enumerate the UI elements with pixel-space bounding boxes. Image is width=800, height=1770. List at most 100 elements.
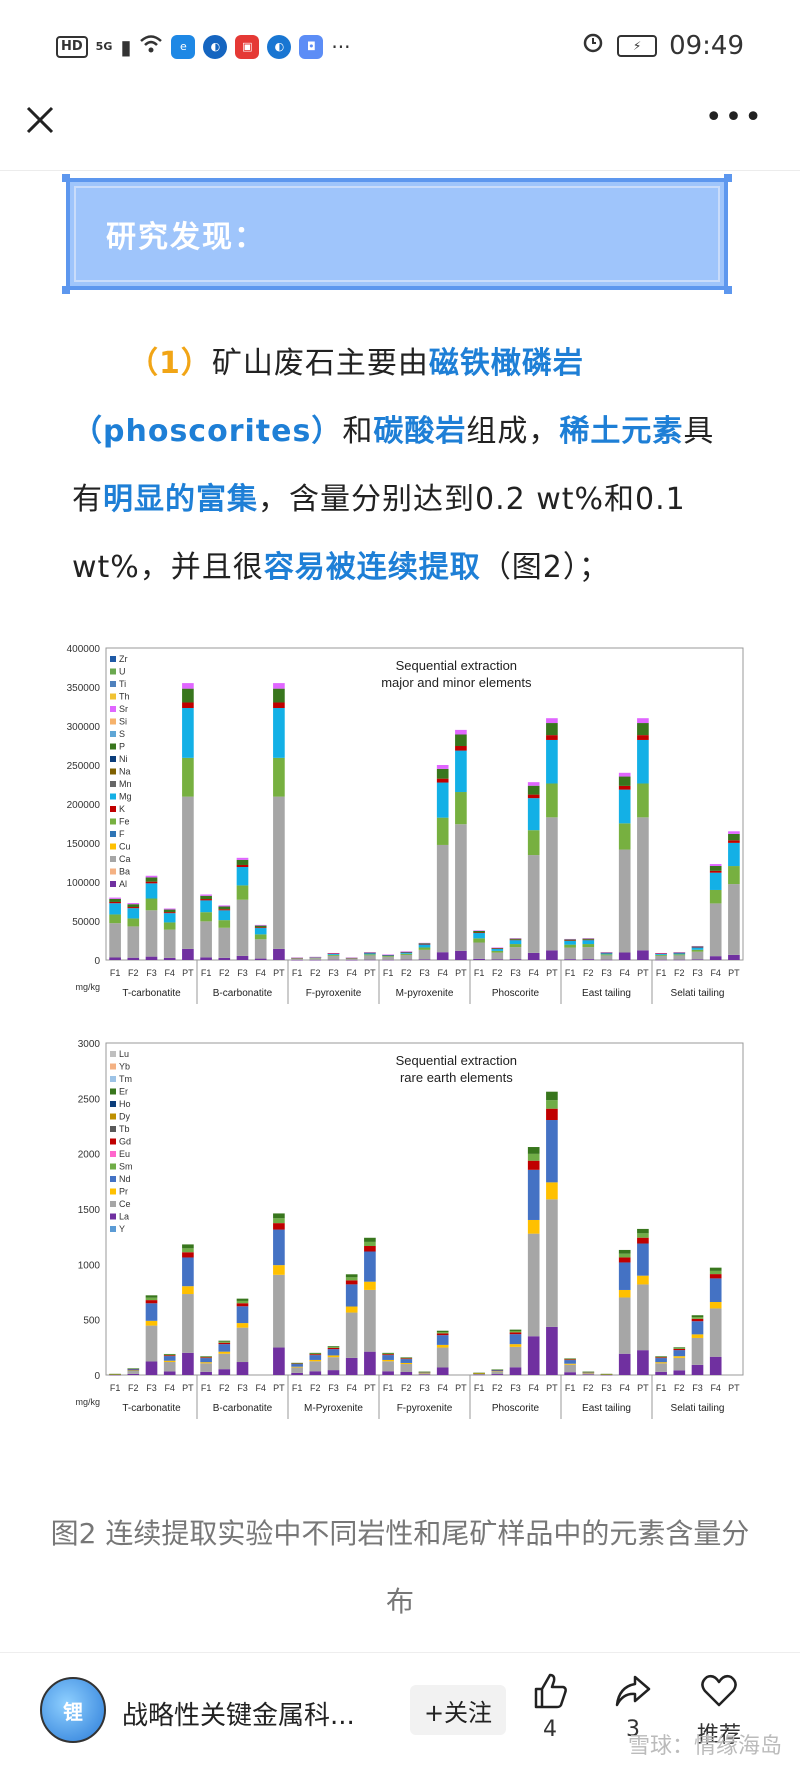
bar-segment — [673, 1350, 686, 1357]
bar-segment — [436, 1367, 449, 1375]
bar-segment — [327, 1357, 340, 1371]
bar-segment — [273, 1265, 285, 1275]
legend-label: Al — [119, 879, 127, 889]
chart-title: Sequential extraction — [396, 1053, 517, 1068]
bar-segment — [709, 872, 722, 890]
bar-segment — [436, 1333, 449, 1336]
bar-segment — [527, 1169, 540, 1220]
x-tick-label: F2 — [674, 1383, 685, 1393]
bar-segment — [600, 954, 613, 956]
bar-segment — [564, 1364, 576, 1373]
bar-segment — [236, 1300, 249, 1304]
bar-segment — [163, 909, 176, 913]
bar-segment — [546, 783, 558, 818]
bar-segment — [200, 895, 212, 900]
bar-segment — [254, 928, 267, 935]
bar-segment — [400, 953, 413, 955]
x-tick-label: F3 — [419, 1383, 430, 1393]
close-icon[interactable] — [22, 102, 58, 138]
legend-label: U — [119, 667, 126, 677]
legend-swatch — [110, 1088, 116, 1095]
bar-segment — [400, 1358, 413, 1360]
app-icon-globe2: ◐ — [267, 34, 292, 59]
bar-segment — [309, 1354, 322, 1356]
bar-segment — [109, 1373, 121, 1375]
follow-button[interactable]: +关注 — [410, 1685, 506, 1735]
bar-segment — [691, 1334, 704, 1338]
bar-segment — [273, 1347, 285, 1375]
x-tick-label: PT — [455, 1383, 467, 1393]
bar-segment — [364, 1241, 376, 1247]
bar-segment — [200, 1356, 212, 1358]
legend-label: Pr — [119, 1187, 128, 1197]
x-tick-label: F2 — [219, 1383, 230, 1393]
bar-segment — [182, 1248, 194, 1253]
bar-segment — [145, 1320, 158, 1326]
bar-segment — [637, 817, 649, 951]
bar-segment — [637, 783, 649, 818]
bar-segment — [273, 757, 285, 797]
bar-segment — [673, 952, 686, 953]
bar-segment — [291, 958, 303, 959]
like-button[interactable]: 4 — [515, 1671, 585, 1742]
bar-segment — [236, 899, 249, 956]
bar-segment — [327, 1347, 340, 1350]
legend-swatch — [110, 781, 116, 787]
bar-segment — [673, 952, 686, 954]
bar-segment — [436, 768, 449, 779]
legend-label: Na — [119, 767, 131, 777]
x-tick-label: F3 — [328, 1383, 339, 1393]
bar-segment — [345, 1306, 358, 1313]
bar-segment — [509, 1330, 522, 1333]
bar-segment — [709, 1302, 722, 1309]
bar-segment — [345, 1274, 358, 1278]
bar-segment — [309, 1353, 322, 1355]
bar-segment — [491, 1371, 504, 1372]
bar-segment — [345, 958, 358, 960]
bar-segment — [200, 899, 212, 901]
bar-segment — [236, 1298, 249, 1301]
x-tick-label: F1 — [565, 1383, 576, 1393]
bar-segment — [364, 955, 376, 960]
bar-segment — [291, 1364, 303, 1367]
bar-segment — [218, 909, 231, 911]
more-icon[interactable]: ••• — [704, 100, 764, 135]
account-name[interactable]: 战略性关键金属科... — [122, 1701, 355, 1731]
bar-segment — [291, 1367, 303, 1373]
bar-segment — [218, 906, 231, 910]
bar-segment — [637, 1284, 649, 1351]
legend-label: Eu — [119, 1149, 130, 1159]
x-tick-label: F1 — [292, 1383, 303, 1393]
x-tick-label: F1 — [656, 968, 667, 978]
bar-segment — [709, 1308, 722, 1357]
bar-segment — [418, 959, 431, 960]
y-tick-label: 1500 — [78, 1205, 101, 1216]
bar-segment — [709, 864, 722, 866]
group-label: T-carbonatite — [122, 988, 181, 999]
account-avatar[interactable]: 锂 — [40, 1677, 106, 1743]
legend-swatch — [110, 706, 116, 712]
share-button[interactable]: 3 — [598, 1671, 668, 1742]
bar-segment — [309, 1359, 322, 1362]
bar-segment — [618, 1253, 631, 1258]
bar-segment — [273, 1274, 285, 1348]
x-tick-label: F2 — [674, 968, 685, 978]
bar-segment — [436, 844, 449, 953]
bar-segment — [600, 952, 613, 953]
bar-segment — [218, 910, 231, 921]
recommend-button[interactable]: 推荐 — [684, 1671, 754, 1749]
x-tick-label: F1 — [201, 1383, 212, 1393]
bar-segment — [673, 1357, 686, 1371]
bar-segment — [400, 1371, 413, 1375]
banner-corner — [724, 286, 732, 294]
bar-segment — [400, 952, 413, 954]
bar-segment — [109, 903, 121, 915]
bar-segment — [218, 1351, 231, 1354]
bar-segment — [436, 1335, 449, 1345]
y-tick-label: 3000 — [78, 1039, 101, 1050]
legend-swatch — [110, 1163, 116, 1170]
x-tick-label: PT — [273, 968, 285, 978]
group-label: T-carbonatite — [122, 1403, 181, 1414]
bar-segment — [236, 1323, 249, 1328]
bar-segment — [236, 857, 249, 860]
